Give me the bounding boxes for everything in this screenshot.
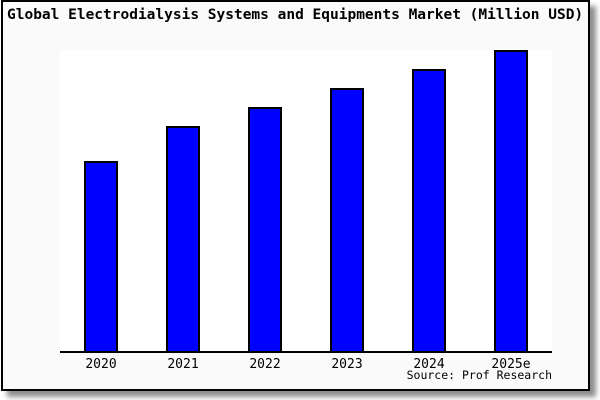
x-tick-label-2020: 2020 (85, 357, 117, 372)
bar-2022 (248, 107, 282, 351)
x-tick-label-2024: 2024 (413, 357, 445, 372)
chart-card: Global Electrodialysis Systems and Equip… (1, 0, 590, 391)
plot-area (60, 50, 552, 353)
x-tick-label-2021: 2021 (167, 357, 199, 372)
bar-2021 (166, 126, 200, 351)
x-tick-label-2025e: 2025e (491, 357, 531, 372)
x-tick-label-2022: 2022 (249, 357, 281, 372)
bar-2023 (330, 88, 364, 351)
bar-2020 (84, 161, 118, 351)
x-axis-tick-labels: 2020 2021 2022 2023 2024 2025e (3, 2, 588, 389)
bar-2024 (412, 69, 446, 351)
source-text: Source: Prof Research (406, 368, 552, 382)
chart-title: Global Electrodialysis Systems and Equip… (7, 7, 584, 23)
x-tick-label-2023: 2023 (331, 357, 363, 372)
bar-2025e (494, 50, 528, 351)
